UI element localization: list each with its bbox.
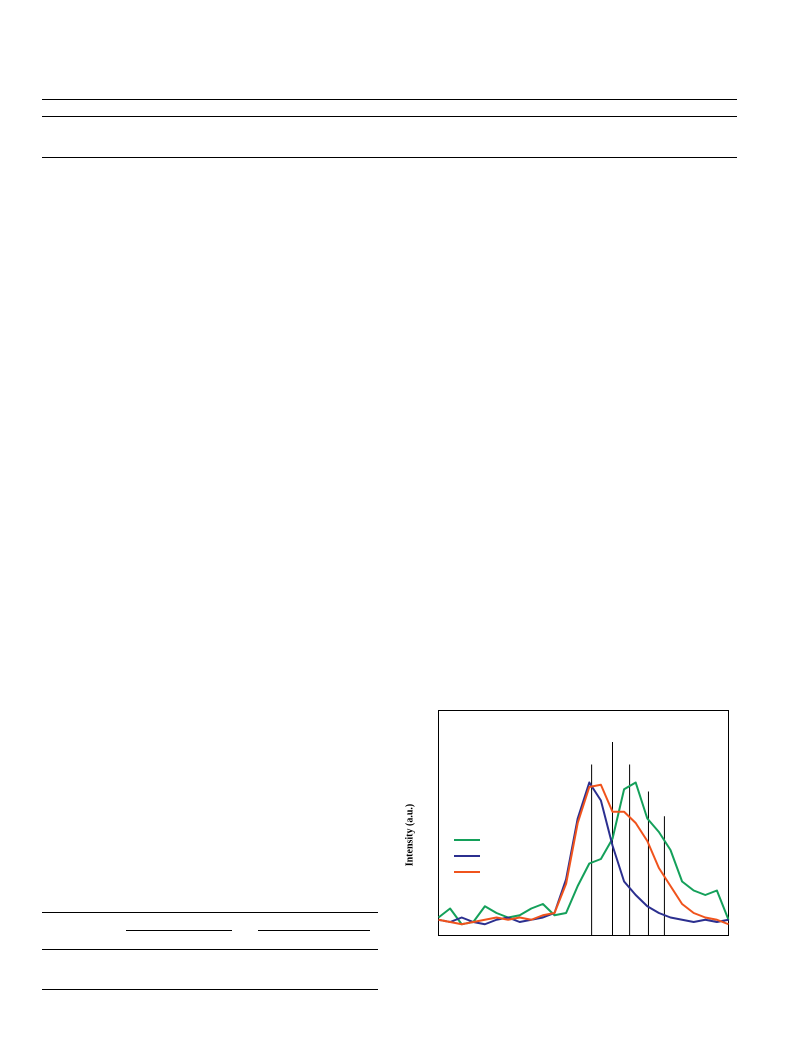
data-line	[438, 783, 729, 926]
y-axis-label: Intensity (a.u.)	[404, 804, 415, 867]
data-line	[438, 781, 729, 926]
data-line	[437, 781, 730, 926]
plot-frame	[438, 710, 729, 936]
